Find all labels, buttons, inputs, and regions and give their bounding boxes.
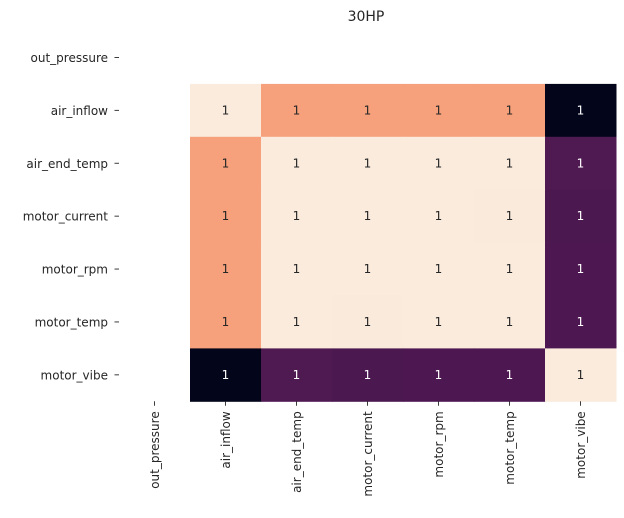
heatmap-cell-motor_current-motor_rpm [403, 189, 475, 244]
heatmap-cell-motor_current-air_end_temp [261, 189, 333, 244]
y-tick-label: motor_current [23, 210, 109, 224]
x-tick-label: motor_current [361, 411, 375, 497]
cell-annotation: 1 [293, 103, 301, 117]
heatmap-cell-air_inflow-motor_vibe [545, 83, 617, 138]
heatmap-cell-motor_rpm-motor_rpm [403, 242, 475, 296]
heatmap-cell-motor_rpm-air_inflow [190, 242, 262, 296]
cell-annotation: 1 [364, 209, 372, 223]
heatmap-cell-motor_current-air_inflow [190, 189, 262, 244]
heatmap-cell-motor_rpm-motor_vibe [545, 242, 617, 296]
heatmap-cell-air_inflow-motor_temp [474, 83, 546, 138]
y-tick-label: motor_rpm [42, 263, 108, 277]
cell-annotation: 1 [293, 368, 301, 382]
cell-annotation: 1 [222, 315, 230, 329]
heatmap-cell-air_end_temp-air_inflow [190, 136, 262, 191]
heatmap-cell-motor_rpm-air_end_temp [261, 242, 333, 296]
cell-annotation: 1 [364, 262, 372, 276]
y-tick-label: motor_vibe [41, 368, 108, 382]
cell-annotation: 1 [506, 156, 514, 170]
heatmap-cell-motor_current-motor_vibe [545, 189, 617, 244]
x-tick-label: motor_rpm [432, 411, 446, 477]
heatmap-annotations: 1 1 1 1 1 1 1 1 1 1 1 1 1 1 1 1 1 1 1 1 1 1 1 1 1 1 1 1 1 1 1 1 1 1 1 1 [222, 103, 585, 382]
heatmap-cell-motor_vibe-motor_temp [474, 348, 546, 402]
cell-annotation: 1 [506, 262, 514, 276]
cell-annotation: 1 [293, 262, 301, 276]
heatmap-cell-motor_temp-motor_current [332, 295, 404, 349]
heatmap-cell-motor_temp-motor_temp [474, 295, 546, 349]
heatmap-cell-motor_temp-motor_vibe [545, 295, 617, 349]
x-tick-label: air_end_temp [290, 411, 304, 493]
cell-annotation: 1 [577, 103, 585, 117]
heatmap-cell-motor_current-motor_current [332, 189, 404, 244]
heatmap-cell-air_end_temp-motor_current [332, 136, 404, 191]
cell-annotation: 1 [222, 209, 230, 223]
cell-annotation: 1 [435, 368, 443, 382]
heatmap-cell-air_inflow-motor_rpm [403, 83, 475, 138]
cell-annotation: 1 [506, 315, 514, 329]
cell-annotation: 1 [364, 315, 372, 329]
chart-title: 30HP [348, 9, 385, 25]
cell-annotation: 1 [506, 368, 514, 382]
heatmap-cell-motor_rpm-motor_current [332, 242, 404, 296]
x-tick-label: air_inflow [219, 411, 233, 468]
heatmap-cell-air_end_temp-air_end_temp [261, 136, 333, 191]
x-axis-ticks: out_pressure air_inflow air_end_temp motor_… [148, 401, 588, 497]
cell-annotation: 1 [435, 262, 443, 276]
cell-annotation: 1 [222, 368, 230, 382]
heatmap-cell-air_end_temp-motor_vibe [545, 136, 617, 191]
cell-annotation: 1 [577, 209, 585, 223]
cell-annotation: 1 [435, 315, 443, 329]
heatmap-cell-motor_temp-motor_rpm [403, 295, 475, 349]
cell-annotation: 1 [222, 103, 230, 117]
cell-annotation: 1 [506, 103, 514, 117]
cell-annotation: 1 [222, 262, 230, 276]
cell-annotation: 1 [506, 209, 514, 223]
cell-annotation: 1 [364, 103, 372, 117]
cell-annotation: 1 [293, 156, 301, 170]
cell-annotation: 1 [577, 156, 585, 170]
cell-annotation: 1 [577, 368, 585, 382]
x-tick-label: out_pressure [148, 411, 162, 488]
heatmap-cell-motor_temp-air_inflow [190, 295, 262, 349]
y-tick-label: out_pressure [31, 51, 108, 65]
cell-annotation: 1 [435, 103, 443, 117]
cell-annotation: 1 [577, 262, 585, 276]
cell-annotation: 1 [435, 156, 443, 170]
heatmap-cell-motor_vibe-air_end_temp [261, 348, 333, 402]
cell-annotation: 1 [435, 209, 443, 223]
y-tick-label: air_end_temp [26, 157, 108, 171]
cell-annotation: 1 [293, 209, 301, 223]
heatmap-cell-motor_current-motor_temp [474, 189, 546, 244]
heatmap-cell-air_inflow-air_end_temp [261, 83, 333, 138]
cell-annotation: 1 [364, 156, 372, 170]
cell-annotation: 1 [293, 315, 301, 329]
x-tick-label: motor_vibe [574, 411, 588, 478]
y-tick-label: motor_temp [35, 315, 108, 329]
y-axis-ticks: out_pressure air_inflow air_end_temp motor_… [23, 51, 119, 382]
heatmap-cell-air_inflow-air_inflow [190, 83, 262, 138]
y-tick-label: air_inflow [51, 104, 108, 118]
heatmap-cell-motor_rpm-motor_temp [474, 242, 546, 296]
x-tick-label: motor_temp [503, 411, 517, 484]
heatmap-cell-air_end_temp-motor_temp [474, 136, 546, 191]
heatmap-cell-motor_vibe-motor_vibe [545, 348, 617, 402]
heatmap-cell-air_end_temp-motor_rpm [403, 136, 475, 191]
heatmap-cell-air_inflow-motor_current [332, 83, 404, 138]
heatmap-cell-motor_vibe-motor_current [332, 348, 404, 402]
cell-annotation: 1 [222, 156, 230, 170]
cell-annotation: 1 [577, 315, 585, 329]
heatmap-cell-motor_vibe-motor_rpm [403, 348, 475, 402]
cell-annotation: 1 [364, 368, 372, 382]
heatmap-cell-motor_vibe-air_inflow [190, 348, 262, 402]
heatmap-cell-motor_temp-air_end_temp [261, 295, 333, 349]
heatmap-cells [190, 83, 617, 402]
